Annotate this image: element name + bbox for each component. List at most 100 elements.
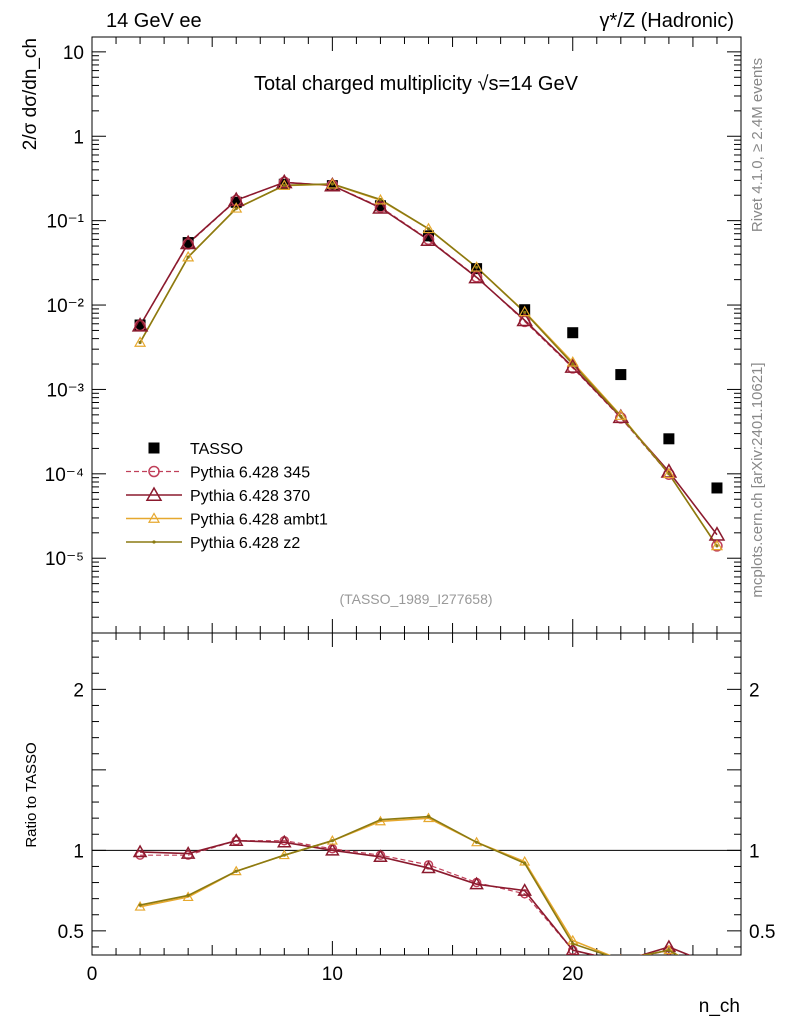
pythia-ambt1-marker	[566, 356, 579, 367]
tasso-data-point	[374, 200, 386, 212]
ratio-panel-frame	[91, 632, 742, 956]
pythia-ambt1-marker	[147, 512, 161, 523]
pythia-370-marker	[468, 268, 485, 284]
pythia-z2-marker	[138, 340, 142, 345]
header-left: 14 GeV ee	[106, 10, 202, 32]
pythia-370-marker	[711, 960, 723, 971]
pythia-ambt1-marker	[712, 973, 721, 981]
pythia-z2-marker	[619, 414, 623, 418]
x-tick-label: 0	[87, 964, 98, 985]
pythia-ambt1-marker	[374, 193, 387, 205]
top-y-axis-title: 2/σ dσ/dn_ch	[20, 38, 41, 150]
top-y-tick-label: 10⁻⁴	[45, 465, 84, 486]
top-y-tick-label: 10⁻¹	[47, 212, 85, 233]
ratio-series-layer	[132, 812, 723, 981]
pythia-345-marker	[135, 850, 145, 860]
ratio-line-pythia-6-428-370	[140, 839, 692, 955]
pythia-z2-marker	[186, 255, 190, 259]
pythia-370-marker	[179, 234, 197, 250]
pythia-z2-marker	[234, 869, 238, 873]
pythia-370-marker	[373, 849, 388, 863]
chart-title: Total charged multiplicity √s=14 GeV	[254, 73, 579, 95]
pythia-z2-marker	[330, 839, 334, 843]
pythia-ambt1-marker	[470, 261, 483, 272]
pythia-370-marker	[421, 860, 436, 874]
pythia-ambt1-marker	[518, 305, 531, 317]
legend-label: TASSO	[190, 441, 243, 458]
mcplots-label: mcplots.cern.ch [arXiv:2401.10621]	[749, 362, 766, 597]
header-right: γ*/Z (Hadronic)	[600, 10, 734, 32]
top-y-tick-label: 10⁻⁵	[45, 549, 84, 570]
pythia-ambt1-marker	[326, 178, 339, 189]
pythia-370-marker	[620, 953, 622, 955]
legend: TASSO Pythia 6.428 345 Pythia 6.428 370 Pyt…	[126, 441, 328, 552]
pythia-z2-marker	[282, 853, 286, 857]
pythia-ambt1-marker	[278, 179, 291, 190]
top-y-tick-label: 10	[63, 43, 84, 64]
pythia-z2-marker	[330, 182, 334, 186]
pythia-z2-marker	[715, 544, 719, 548]
ratio-y-axis-ticks	[92, 640, 741, 948]
x-tick-label: 10	[322, 964, 343, 985]
ratio-y-tick-label-right: 1	[749, 841, 760, 862]
legend-label: Pythia 6.428 370	[190, 488, 310, 505]
top-y-tick-label: 1	[73, 127, 84, 148]
ratio-y-axis-labels: 2 2 1 1 0.5 0.5	[58, 680, 776, 943]
top-y-axis-labels: 10 1 10⁻¹ 10⁻² 10⁻³ 10⁻⁴ 10⁻⁵	[45, 43, 84, 570]
pythia-z2-marker	[523, 310, 527, 314]
pythia-z2-marker	[186, 893, 190, 898]
pythia-z2-marker	[715, 976, 718, 979]
pythia-370-marker	[228, 833, 244, 846]
tasso-data-point	[326, 180, 338, 192]
pythia-370-marker	[565, 942, 580, 955]
pythia-ambt1-marker	[710, 539, 723, 551]
tasso-data-point	[567, 327, 579, 339]
pythia-370-marker	[372, 199, 389, 214]
pythia-ambt1-marker	[663, 944, 675, 955]
tasso-data-point	[615, 369, 627, 381]
pythia-ambt1-marker	[134, 900, 146, 911]
pythia-370-marker	[145, 486, 163, 501]
pythia-z2-marker	[378, 818, 383, 822]
pythia-345-marker	[148, 465, 160, 478]
pythia-z2-marker	[426, 814, 431, 819]
tasso-data-point	[148, 442, 160, 454]
pythia-z2-marker	[571, 362, 575, 366]
ratio-y-tick-label-left: 0.5	[58, 922, 84, 943]
top-y-tick-label: 10⁻³	[47, 380, 85, 401]
pythia-ambt1-marker	[662, 467, 675, 479]
pythia-z2-marker	[282, 183, 286, 187]
pythia-z2-marker	[667, 948, 671, 952]
pythia-370-marker	[420, 231, 437, 246]
pythia-370-marker	[325, 842, 340, 856]
pythia-z2-marker	[571, 942, 575, 946]
rivet-label: Rivet 4.1.0, ≥ 2.4M events	[749, 58, 766, 232]
pythia-370-marker	[132, 844, 148, 858]
pythia-370-marker	[227, 191, 245, 207]
legend-label: Pythia 6.428 345	[190, 465, 310, 482]
pythia-z2-marker	[523, 861, 527, 865]
pythia-ambt1-marker	[519, 855, 531, 866]
ratio-y-axis-title: Ratio to TASSO	[23, 742, 40, 847]
x-axis-ticks	[91, 37, 742, 955]
pythia-ambt1-marker	[230, 202, 243, 213]
top-y-tick-label: 10⁻²	[47, 296, 85, 317]
ratio-y-tick-label-right: 0.5	[749, 922, 775, 943]
top-series-layer	[131, 173, 726, 552]
pythia-z2-marker	[474, 265, 479, 269]
pythia-370-marker	[516, 311, 533, 327]
x-axis-labels: 0 10 20	[87, 964, 584, 985]
pythia-z2-marker	[378, 197, 383, 202]
tasso-data-point	[519, 304, 531, 316]
pythia-ambt1-marker	[422, 222, 435, 234]
x-tick-label: 20	[562, 964, 583, 985]
legend-label: Pythia 6.428 ambt1	[190, 512, 328, 529]
pythia-370-marker	[131, 317, 149, 332]
pythia-ambt1-marker	[620, 954, 622, 955]
pythia-370-marker	[660, 463, 678, 478]
pythia-ambt1-marker	[614, 409, 627, 420]
pythia-370-marker	[276, 173, 293, 189]
pythia-ambt1-marker	[182, 250, 195, 262]
analysis-label: (TASSO_1989_I277658)	[339, 591, 492, 607]
